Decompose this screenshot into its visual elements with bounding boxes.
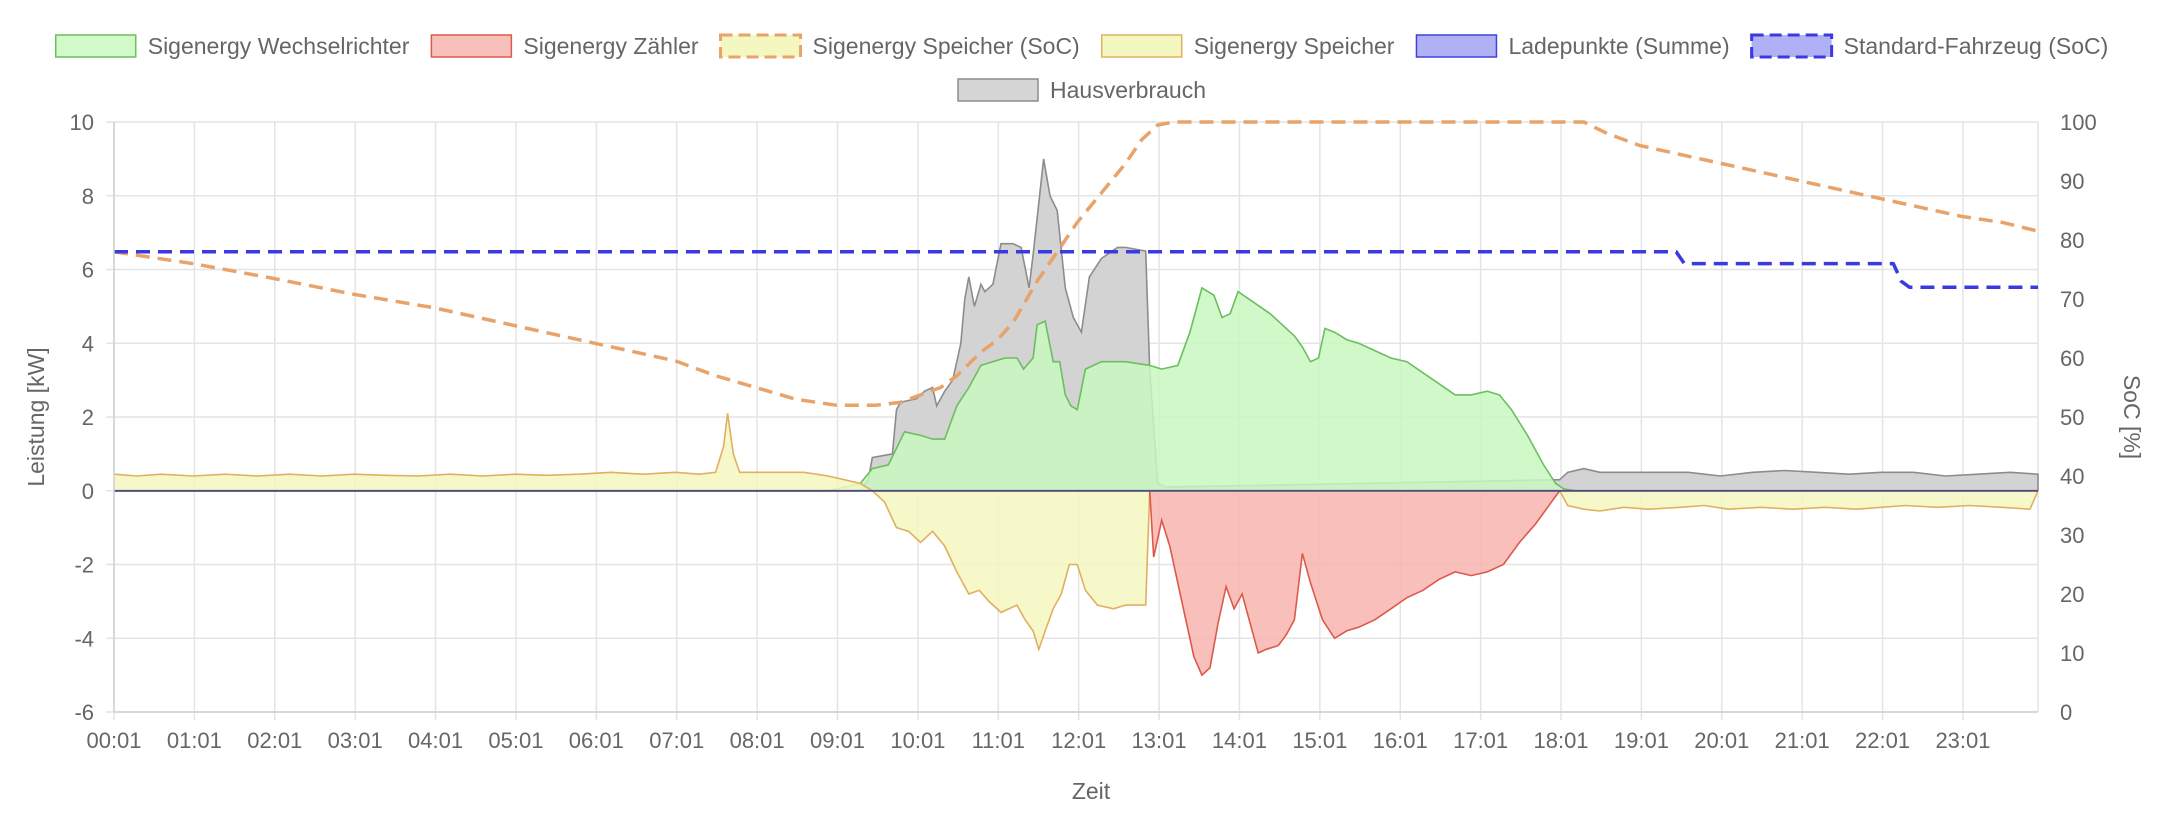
x-tick-label: 18:01 — [1533, 728, 1588, 753]
x-tick-label: 22:01 — [1855, 728, 1910, 753]
axes: 1086420-2-4-6100908070605040302010000:01… — [23, 110, 2145, 804]
x-tick-label: 13:01 — [1132, 728, 1187, 753]
legend-swatch — [1100, 34, 1183, 58]
x-tick-label: 01:01 — [167, 728, 222, 753]
x-tick-label: 00:01 — [86, 728, 141, 753]
x-tick-label: 20:01 — [1694, 728, 1749, 753]
legend-swatch — [54, 34, 137, 58]
x-tick-label: 09:01 — [810, 728, 865, 753]
legend-label: Sigenergy Speicher (SoC) — [813, 33, 1080, 59]
x-tick-label: 12:01 — [1051, 728, 1106, 753]
y-tick-label: -2 — [74, 553, 94, 578]
x-tick-label: 23:01 — [1935, 728, 1990, 753]
legend-label: Sigenergy Wechselrichter — [148, 33, 410, 59]
y2-tick-label: 60 — [2060, 346, 2084, 371]
y-tick-label: -4 — [74, 626, 94, 651]
y-tick-label: 4 — [82, 331, 94, 356]
legend-item-sigenergy-speicher-soc[interactable]: Sigenergy Speicher (SoC) — [719, 33, 1080, 59]
area-outline-sigenergy-wechselrichter — [114, 286, 2038, 492]
legend-swatch — [957, 78, 1039, 102]
legend-swatch — [719, 33, 803, 59]
legend-label: Sigenergy Zähler — [523, 33, 698, 59]
x-tick-label: 15:01 — [1292, 728, 1347, 753]
x-tick-label: 08:01 — [730, 728, 785, 753]
x-tick-label: 03:01 — [328, 728, 383, 753]
area-sigenergy-wechselrichter — [114, 287, 2038, 491]
x-tick-label: 02:01 — [247, 728, 302, 753]
line-standard-fahrzeug-soc — [114, 250, 2038, 289]
y-tick-label: 10 — [70, 110, 94, 135]
y-tick-label: 0 — [82, 479, 94, 504]
x-tick-label: 04:01 — [408, 728, 463, 753]
y2-tick-label: 10 — [2060, 641, 2084, 666]
legend-label: Sigenergy Speicher — [1194, 33, 1395, 59]
area-outline-sigenergy-zaehler — [114, 489, 2038, 677]
y2-tick-label: 80 — [2060, 228, 2084, 253]
area-sigenergy-speicher — [114, 413, 2038, 650]
y2-tick-label: 100 — [2060, 110, 2097, 135]
y2-tick-label: 70 — [2060, 287, 2084, 312]
x-tick-label: 17:01 — [1453, 728, 1508, 753]
y2-tick-label: 90 — [2060, 169, 2084, 194]
y-tick-label: 2 — [82, 405, 94, 430]
y2-tick-label: 40 — [2060, 464, 2084, 489]
area-outline-sigenergy-speicher — [113, 413, 2039, 652]
legend-item-sigenergy-speicher[interactable]: Sigenergy Speicher — [1100, 33, 1395, 59]
x-tick-label: 14:01 — [1212, 728, 1267, 753]
legend: Sigenergy Wechselrichter Sigenergy Zähler… — [54, 33, 2109, 103]
legend-item-ladepunkte-summe[interactable]: Ladepunkte (Summe) — [1415, 33, 1730, 59]
legend-item-standard-fahrzeug-soc[interactable]: Standard-Fahrzeug (SoC) — [1750, 33, 2109, 59]
x-tick-label: 21:01 — [1775, 728, 1830, 753]
x-tick-label: 10:01 — [890, 728, 945, 753]
x-tick-label: 05:01 — [488, 728, 543, 753]
legend-item-sigenergy-zaehler[interactable]: Sigenergy Zähler — [430, 33, 699, 59]
y2-tick-label: 0 — [2060, 700, 2072, 725]
legend-swatch — [430, 34, 513, 58]
y2-axis-title: SoC [%] — [2119, 375, 2145, 459]
legend-label: Hausverbrauch — [1050, 77, 1206, 103]
y-tick-label: 8 — [82, 184, 94, 209]
legend-swatch — [1415, 34, 1498, 58]
legend-item-sigenergy-wechselrichter[interactable]: Sigenergy Wechselrichter — [54, 33, 410, 59]
legend-label: Standard-Fahrzeug (SoC) — [1844, 33, 2109, 59]
x-tick-label: 07:01 — [649, 728, 704, 753]
plot-areas — [113, 158, 2039, 677]
x-tick-label: 11:01 — [972, 728, 1025, 753]
x-tick-label: 16:01 — [1373, 728, 1428, 753]
x-tick-label: 19:01 — [1614, 728, 1669, 753]
y-tick-label: 6 — [82, 258, 94, 283]
y2-tick-label: 20 — [2060, 582, 2084, 607]
y2-tick-label: 50 — [2060, 405, 2084, 430]
legend-item-hausverbrauch[interactable]: Hausverbrauch — [957, 77, 1206, 103]
line-sigenergy-speicher-soc — [113, 120, 2039, 407]
legend-swatch — [1750, 33, 1834, 59]
x-axis-title: Zeit — [1072, 778, 1111, 804]
legend-label: Ladepunkte (Summe) — [1508, 33, 1729, 59]
y-axis-title: Leistung [kW] — [23, 347, 49, 486]
y-tick-label: -6 — [74, 700, 94, 725]
area-hausverbrauch — [114, 158, 2038, 491]
x-tick-label: 06:01 — [569, 728, 624, 753]
plot-lines — [113, 120, 2039, 492]
area-outline-hausverbrauch — [114, 158, 2039, 492]
y2-tick-label: 30 — [2060, 523, 2084, 548]
